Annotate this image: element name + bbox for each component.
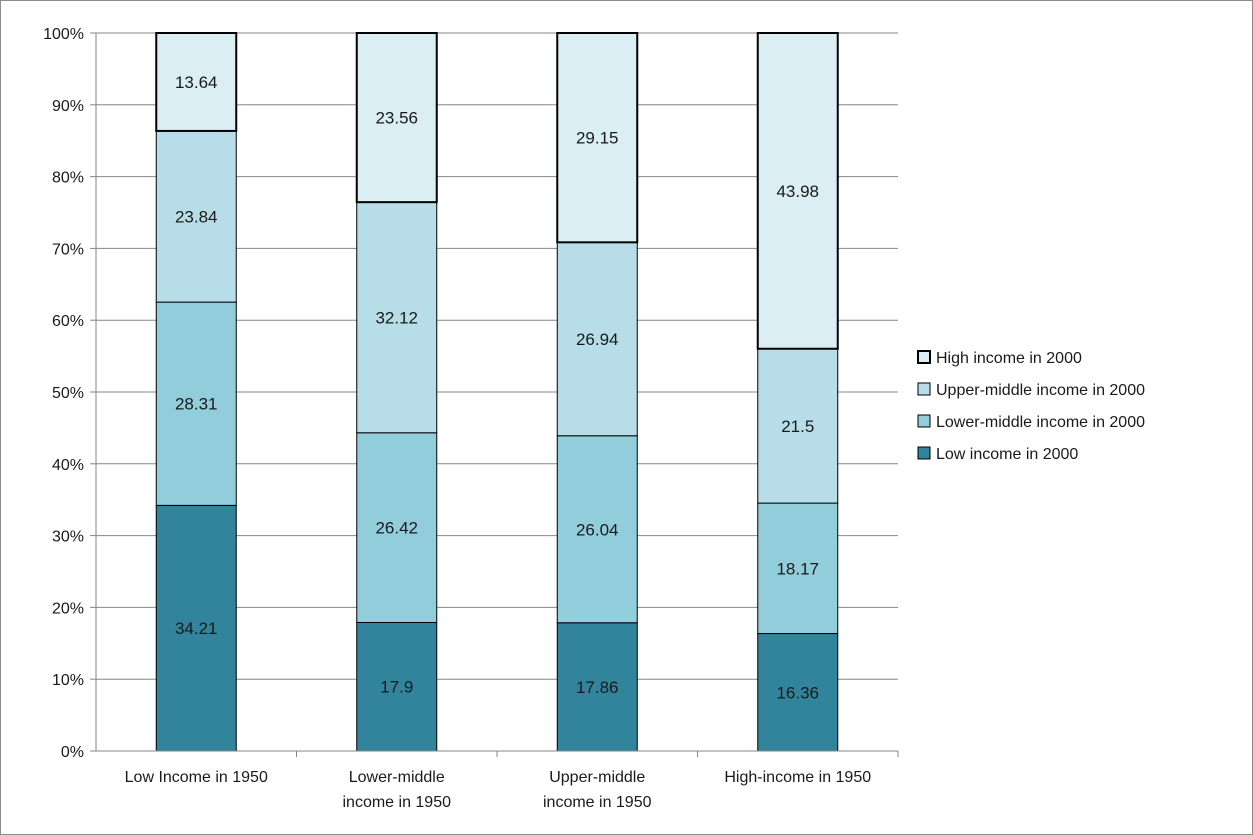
data-label: 26.42 [375,519,418,538]
data-label: 13.64 [175,73,218,92]
bar-segment [356,201,438,434]
data-label: 32.12 [375,308,418,327]
data-label: 23.56 [375,109,418,128]
data-label: 23.84 [175,208,218,227]
data-label: 34.21 [175,619,218,638]
y-tick-label: 0% [61,744,84,761]
legend-swatch [917,446,931,460]
y-tick-label: 10% [52,672,84,689]
bars: 34.21 28.31 23.84 13.64 17.9 26.42 32.12 23.56 1… [155,32,839,752]
bar-segment [556,622,638,752]
x-tick-label: Low Income in 1950 [125,769,268,786]
x-tick-label: High-income in 1950 [724,769,871,786]
bar-segment [155,301,237,506]
bar-segment [756,32,839,350]
legend-swatch [917,350,931,364]
bar-segment [155,32,238,132]
axes: 0% 10% 20% 30% 40% 50% 60% 70% 80% 90% 100% Low Inc… [43,26,899,811]
bar-segment [757,633,839,752]
x-tick-label: income in 1950 [342,794,451,811]
data-label: 18.17 [776,559,819,578]
bar-segment [556,241,638,437]
y-tick-label: 40% [52,457,84,474]
data-label: 16.36 [776,683,819,702]
y-tick-label: 60% [52,313,84,330]
bar-segment [356,432,438,623]
data-label: 26.94 [576,330,619,349]
legend-label: Lower-middle income in 2000 [936,414,1145,431]
legend-swatch [917,414,931,428]
bar-segment [757,348,839,504]
data-label: 17.86 [576,678,619,697]
y-tick-label: 90% [52,98,84,115]
data-label: 29.15 [576,129,619,148]
y-tick-label: 20% [52,600,84,617]
data-label: 17.9 [380,678,413,697]
legend-label: Upper-middle income in 2000 [936,382,1145,399]
y-tick-label: 70% [52,241,84,258]
data-label: 28.31 [175,395,218,414]
y-tick-label: 80% [52,170,84,187]
x-tick-label: Lower-middle [349,769,445,786]
x-tick-label: income in 1950 [543,794,652,811]
legend-label: High income in 2000 [936,350,1082,367]
legend: High income in 2000 Upper-middle income i… [917,350,1145,463]
x-tick-label: Upper-middle [549,769,645,786]
bar-segment [556,32,639,244]
legend-label: Low income in 2000 [936,446,1078,463]
bar-segment [556,435,638,624]
y-tick-label: 30% [52,529,84,546]
y-tick-label: 50% [52,385,84,402]
data-label: 43.98 [776,182,819,201]
legend-swatch [917,382,931,396]
data-label: 21.5 [781,417,814,436]
bar-segment [155,130,237,303]
bar-segment [355,32,438,204]
data-label: 26.04 [576,520,619,539]
y-tick-label: 100% [43,26,84,43]
